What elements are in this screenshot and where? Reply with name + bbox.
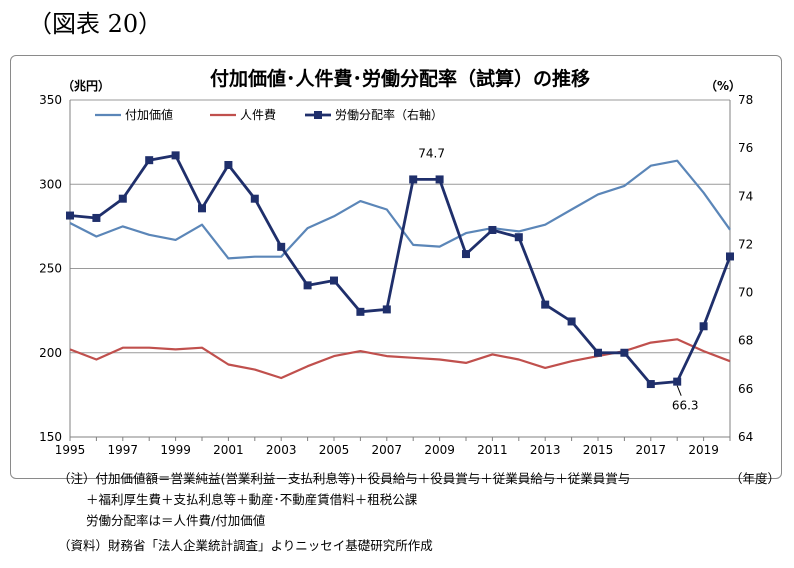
data-point-marker bbox=[382, 305, 391, 314]
note-line-1: （注）付加価値額＝営業純益(営業利益－支払利息等)＋役員給与＋役員賞与＋従業員給… bbox=[58, 471, 631, 486]
right-tick-label: 72 bbox=[738, 237, 753, 251]
legend-marker bbox=[314, 111, 322, 119]
data-point-marker bbox=[92, 213, 101, 222]
x-tick-label: 1997 bbox=[108, 443, 139, 457]
source-note: （資料）財務省「法人企業統計調査」よりニッセイ基礎研究所作成 bbox=[58, 538, 433, 553]
note-line-3: 労働分配率は＝人件費/付加価値 bbox=[86, 513, 266, 528]
data-point-marker bbox=[620, 348, 629, 357]
data-point-marker bbox=[514, 233, 523, 242]
left-axis-unit: （兆円） bbox=[62, 78, 110, 93]
right-axis-unit: （%） bbox=[705, 78, 741, 93]
data-point-marker bbox=[699, 322, 708, 331]
data-point-marker bbox=[303, 281, 312, 290]
x-tick-label: 2013 bbox=[530, 443, 561, 457]
data-point-marker bbox=[118, 194, 127, 203]
right-tick-label: 66 bbox=[738, 382, 753, 396]
x-tick-label: 2019 bbox=[688, 443, 719, 457]
x-tick-label: 1995 bbox=[55, 443, 86, 457]
data-point-marker bbox=[567, 317, 576, 326]
data-point-marker bbox=[250, 194, 259, 203]
data-point-marker bbox=[541, 300, 550, 309]
series-line bbox=[69, 153, 732, 386]
data-point-marker bbox=[277, 242, 286, 251]
legend-label: 付加価値 bbox=[125, 107, 173, 122]
data-point-marker bbox=[66, 211, 74, 220]
annotations: 74.7 66.3 bbox=[418, 146, 698, 412]
data-point-marker bbox=[646, 380, 655, 389]
right-tick-label: 64 bbox=[738, 430, 753, 444]
data-point-marker bbox=[594, 348, 602, 357]
legend-label: 労働分配率（右軸） bbox=[335, 107, 443, 122]
axes: 150 200 250 300 350 64 66 68 70 72 74 76 78 1995 1997 1… bbox=[39, 93, 753, 457]
chart-title: 付加価値･人件費･労働分配率（試算）の推移 bbox=[210, 67, 590, 90]
gridlines bbox=[70, 99, 730, 438]
legend-label: 人件費 bbox=[240, 107, 276, 122]
left-tick-label: 200 bbox=[39, 346, 62, 360]
data-point-marker bbox=[330, 276, 338, 285]
right-tick-label: 70 bbox=[738, 286, 753, 300]
left-tick-label: 150 bbox=[39, 430, 62, 444]
x-tick-label: 2001 bbox=[213, 443, 244, 457]
right-tick-label: 68 bbox=[738, 334, 753, 348]
note-line-2: ＋福利厚生費＋支払利息等＋動産･不動産賃借料＋租税公課 bbox=[86, 492, 418, 507]
x-tick-label: 2005 bbox=[319, 443, 350, 457]
chart-frame bbox=[10, 55, 782, 479]
data-point-marker bbox=[356, 307, 365, 316]
x-tick-label: 2003 bbox=[266, 443, 297, 457]
data-label-leader bbox=[676, 385, 682, 396]
data-point-marker bbox=[145, 156, 154, 165]
data-label: 74.7 bbox=[418, 146, 445, 160]
x-tick-label: 2017 bbox=[636, 443, 667, 457]
data-point-marker bbox=[198, 204, 206, 213]
x-tick-label: 1999 bbox=[160, 443, 191, 457]
x-axis-unit: （年度） bbox=[730, 471, 781, 486]
right-tick-label: 74 bbox=[738, 189, 753, 203]
left-tick-label: 300 bbox=[39, 177, 62, 191]
x-tick-label: 2009 bbox=[424, 443, 455, 457]
data-point-marker bbox=[409, 175, 418, 184]
data-point-marker bbox=[462, 250, 470, 259]
data-point-marker bbox=[673, 377, 682, 386]
left-tick-label: 350 bbox=[39, 93, 62, 107]
data-point-marker bbox=[488, 225, 497, 234]
data-point-marker bbox=[171, 151, 180, 160]
series-lines bbox=[66, 151, 734, 389]
right-tick-label: 76 bbox=[738, 141, 753, 155]
x-tick-label: 2007 bbox=[372, 443, 403, 457]
data-point-marker bbox=[224, 160, 233, 169]
data-point-marker bbox=[726, 252, 734, 261]
series-line bbox=[69, 159, 731, 260]
data-point-marker bbox=[435, 175, 444, 184]
legend: 付加価値 人件費 労働分配率（右軸） bbox=[95, 107, 443, 122]
x-tick-label: 2011 bbox=[477, 443, 508, 457]
data-label: 66.3 bbox=[672, 399, 699, 413]
figure-label: （図表 20） bbox=[28, 10, 163, 38]
x-tick-label: 2015 bbox=[583, 443, 614, 457]
left-tick-label: 250 bbox=[39, 262, 62, 276]
right-tick-label: 78 bbox=[738, 93, 753, 107]
